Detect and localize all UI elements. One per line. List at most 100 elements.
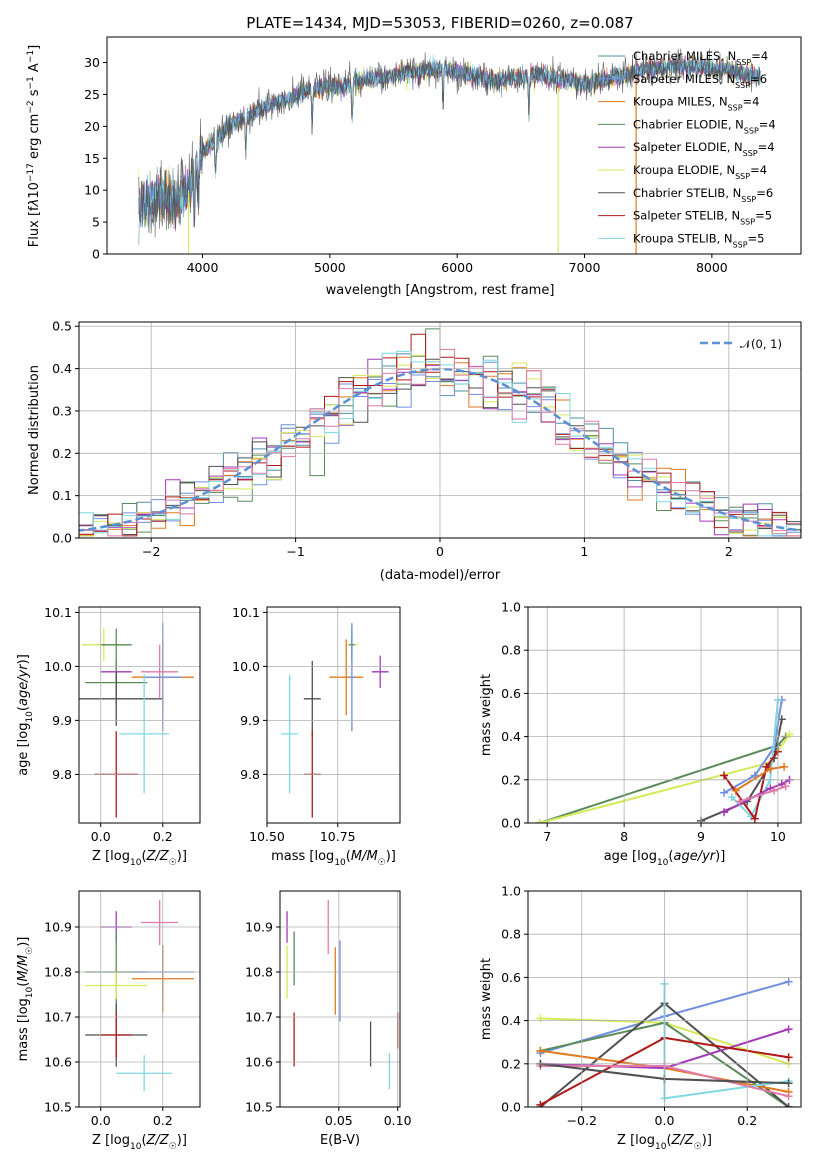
plot-area xyxy=(85,900,194,1092)
x-tick-label: 1 xyxy=(580,544,588,559)
y-tick-label: 0.2 xyxy=(501,772,521,787)
y-tick-label: 10.1 xyxy=(44,605,72,620)
x-tick-label: 8000 xyxy=(696,260,728,275)
y-axis-label: Flux [fλ10−17 erg cm−2 s−1 A−1] xyxy=(26,45,42,247)
plot-area xyxy=(281,623,389,818)
x-tick-label: −1 xyxy=(286,544,304,559)
errorbar-point xyxy=(141,644,179,699)
x-tick-label: 4000 xyxy=(187,260,219,275)
x-tick-label: 0.0 xyxy=(655,1113,675,1128)
x-tick-label: 0.0 xyxy=(91,829,111,844)
legend-subscript: SSP xyxy=(743,149,758,158)
x-tick-label: 5000 xyxy=(314,260,346,275)
legend-value: =6 xyxy=(750,72,767,86)
x-tick-label: 0.2 xyxy=(153,1113,173,1128)
y-tick-label: 10.6 xyxy=(245,1055,273,1070)
panel-mass_vs_Z: 0.0 0.2 10.5 10.6 10.7 10.8 10.9 Z [log10(Z/Z☉)… xyxy=(16,890,201,1152)
y-tick-label: 10.1 xyxy=(232,605,260,620)
y-tick-label: 9.9 xyxy=(52,713,72,728)
y-tick-label: 0.2 xyxy=(52,446,72,461)
x-tick-label: −2 xyxy=(142,544,160,559)
y-axis-label: mass weight xyxy=(479,958,494,1040)
y-tick-label: 10.5 xyxy=(245,1100,273,1115)
axes-frame xyxy=(266,606,401,824)
legend-label: Chabrier STELIB, NSSP=6 xyxy=(633,186,773,204)
y-tick-label: 0.1 xyxy=(52,488,72,503)
x-tick-label: 0 xyxy=(436,544,444,559)
y-axis-label: mass weight xyxy=(479,674,494,756)
axes-frame xyxy=(78,606,201,824)
y-tick-label: 0.4 xyxy=(501,1013,521,1028)
y-axis-label: mass [log10(M/M☉)] xyxy=(16,937,35,1062)
y-tick-label: 0.0 xyxy=(501,1100,521,1115)
legend-subscript: SSP xyxy=(741,194,756,203)
x-axis-label: wavelength [Angstrom, rest frame] xyxy=(326,283,555,298)
y-tick-label: 10.9 xyxy=(245,920,273,935)
errorbar-point xyxy=(349,623,355,732)
legend-value: =4 xyxy=(743,95,760,109)
y-tick-label: 10.0 xyxy=(232,659,260,674)
y-tick-label: 0.5 xyxy=(52,319,72,334)
chart-title: PLATE=1434, MJD=53053, FIBERID=0260, z=0… xyxy=(246,14,633,32)
weight-line xyxy=(723,778,790,814)
legend-subscript: SSP xyxy=(733,240,748,249)
errorbar-point xyxy=(281,674,299,794)
y-tick-label: 20 xyxy=(84,119,100,134)
x-tick-label: 9 xyxy=(697,829,705,844)
y-tick-label: 0.6 xyxy=(501,970,521,985)
y-tick-label: 0.8 xyxy=(501,927,521,942)
legend-value: =5 xyxy=(748,231,765,245)
x-axis-label: Z [log10(Z/Z☉)] xyxy=(92,1133,187,1152)
plot-area xyxy=(535,695,794,823)
y-tick-label: 0.0 xyxy=(501,816,521,831)
legend-label: Salpeter MILES, NSSP=6 xyxy=(633,72,767,90)
x-tick-label: 10.75 xyxy=(320,829,356,844)
y-tick-label: 10.7 xyxy=(245,1010,273,1025)
legend-subscript: SSP xyxy=(740,217,755,226)
x-axis-label: age [log10(age/yr)] xyxy=(604,849,726,868)
y-tick-label: 0.0 xyxy=(52,531,72,546)
errorbar-point xyxy=(116,1055,173,1092)
y-tick-label: 0 xyxy=(92,247,100,262)
x-axis-label: (data-model)/error xyxy=(380,568,501,583)
x-tick-label: 10 xyxy=(770,829,786,844)
y-tick-label: 0.6 xyxy=(501,686,521,701)
y-tick-label: 10.7 xyxy=(44,1010,72,1025)
x-tick-label: 10.50 xyxy=(249,829,285,844)
weight-line xyxy=(539,733,791,823)
panel-spectrum: 4000 5000 6000 7000 8000 0 5 10 15 20 25 30 PLATE=14… xyxy=(26,14,802,298)
y-tick-label: 9.8 xyxy=(52,767,72,782)
y-tick-label: 1.0 xyxy=(501,884,521,899)
y-tick-label: 10.8 xyxy=(44,965,72,980)
x-tick-label: 0.2 xyxy=(737,1113,757,1128)
y-tick-label: 10.6 xyxy=(44,1055,72,1070)
errorbar-point xyxy=(371,655,389,688)
plot-area xyxy=(286,900,399,1089)
x-axis-label: E(B-V) xyxy=(320,1133,360,1148)
errorbar-point xyxy=(79,671,163,726)
panel-weights_vs_age: 7 8 9 10 0.0 0.2 0.4 0.6 0.8 1.0 age [log10(age/yr… xyxy=(479,600,802,868)
errorbar-point xyxy=(100,1012,132,1058)
x-tick-label: 2 xyxy=(725,544,733,559)
y-tick-label: 15 xyxy=(84,151,100,166)
y-axis-label: Normed distribution xyxy=(27,365,42,495)
errorbar-point xyxy=(329,639,364,715)
legend-label: Kroupa STELIB, NSSP=5 xyxy=(633,231,764,249)
x-tick-label: 0.0 xyxy=(91,1113,111,1128)
x-tick-label: 8 xyxy=(620,829,628,844)
legend-label: Salpeter STELIB, NSSP=5 xyxy=(633,209,772,227)
legend-subscript: SSP xyxy=(744,126,759,135)
legend-value: =4 xyxy=(751,49,768,63)
errorbar-point xyxy=(100,628,132,661)
legend-value: =4 xyxy=(750,163,767,177)
y-tick-label: 10.9 xyxy=(44,920,72,935)
errorbar-point xyxy=(85,972,148,999)
x-axis-label: Z [log10(Z/Z☉)] xyxy=(92,849,187,868)
panel-age_vs_mass: 10.50 10.75 9.8 9.9 10.0 10.1 mass [log10(M/M☉… xyxy=(232,605,401,868)
axes-frame xyxy=(106,36,802,255)
panel-mass_vs_ebv: 0.05 0.10 10.5 10.6 10.7 10.8 10.9 E(B-V) xyxy=(245,890,412,1148)
y-tick-label: 30 xyxy=(84,55,100,70)
errorbar-point xyxy=(303,661,321,737)
y-tick-label: 10 xyxy=(84,183,100,198)
